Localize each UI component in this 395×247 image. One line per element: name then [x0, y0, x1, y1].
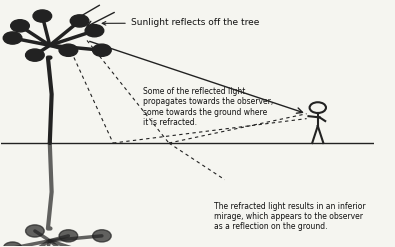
Circle shape: [11, 20, 29, 32]
Circle shape: [59, 44, 78, 56]
Circle shape: [59, 230, 78, 242]
Text: Some of the reflected light
propagates towards the observer,
some towards the gr: Some of the reflected light propagates t…: [143, 87, 273, 127]
Text: Sunlight reflects off the tree: Sunlight reflects off the tree: [102, 19, 259, 27]
Circle shape: [92, 44, 111, 56]
Circle shape: [85, 25, 104, 37]
Circle shape: [70, 15, 89, 27]
Circle shape: [26, 225, 44, 237]
Circle shape: [33, 10, 52, 22]
Circle shape: [3, 242, 22, 247]
Text: The refracted light results in an inferior
mirage, which appears to the observer: The refracted light results in an inferi…: [214, 202, 365, 231]
Circle shape: [3, 32, 22, 44]
Circle shape: [26, 49, 44, 61]
Circle shape: [92, 230, 111, 242]
